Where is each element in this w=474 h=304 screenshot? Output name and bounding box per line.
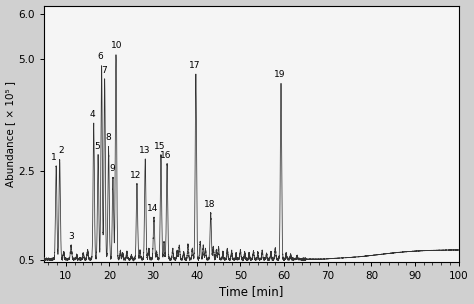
Text: 8: 8 — [105, 133, 111, 142]
Text: 14: 14 — [147, 204, 159, 213]
Text: 15: 15 — [155, 142, 166, 151]
Text: 12: 12 — [130, 171, 142, 180]
Text: 6: 6 — [97, 52, 103, 61]
Text: 2: 2 — [58, 146, 64, 155]
Text: 5: 5 — [94, 142, 100, 151]
X-axis label: Time [min]: Time [min] — [219, 285, 283, 299]
Text: 1: 1 — [51, 153, 57, 162]
Text: 9: 9 — [109, 164, 115, 173]
Text: 16: 16 — [160, 150, 172, 160]
Text: 18: 18 — [204, 200, 215, 209]
Text: 13: 13 — [138, 146, 150, 155]
Text: 7: 7 — [101, 66, 107, 75]
Text: 17: 17 — [189, 61, 201, 70]
Text: 19: 19 — [274, 70, 285, 79]
Y-axis label: Abundance [ × 10⁵ ]: Abundance [ × 10⁵ ] — [6, 81, 16, 187]
Text: 3: 3 — [69, 232, 74, 241]
Text: 10: 10 — [111, 41, 123, 50]
Text: 4: 4 — [90, 110, 95, 119]
